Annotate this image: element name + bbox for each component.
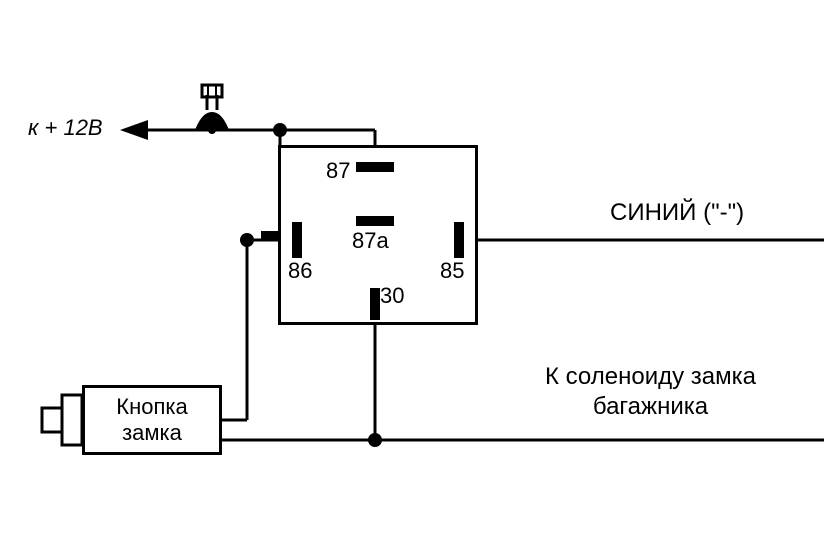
lock-button-box: Кнопка замка — [82, 385, 222, 455]
pin-85-label: 85 — [440, 258, 464, 284]
junction-node — [273, 123, 287, 137]
button-line2: замка — [122, 420, 182, 445]
pin-86-label: 86 — [288, 258, 312, 284]
pin-87a-label: 87а — [352, 228, 389, 254]
blue-wire-label: СИНИЙ ("-") — [610, 199, 744, 227]
fuse-icon — [195, 85, 229, 134]
junction-node — [368, 433, 382, 447]
connector-icon — [42, 395, 82, 445]
pin-87-label: 87 — [326, 158, 350, 184]
button-line1: Кнопка — [116, 394, 187, 419]
solenoid-line2: багажника — [593, 393, 708, 420]
junction-node — [240, 233, 254, 247]
arrow-icon — [120, 120, 148, 140]
solenoid-line1: К соленоиду замка — [545, 363, 756, 390]
circuit-diagram: к + 12В СИНИЙ ("-") К соленоиду замка ба… — [0, 0, 834, 550]
power-label: к + 12В — [28, 115, 103, 141]
pin-30-label: 30 — [380, 283, 404, 309]
solenoid-label: К соленоиду замка багажника — [545, 362, 756, 422]
